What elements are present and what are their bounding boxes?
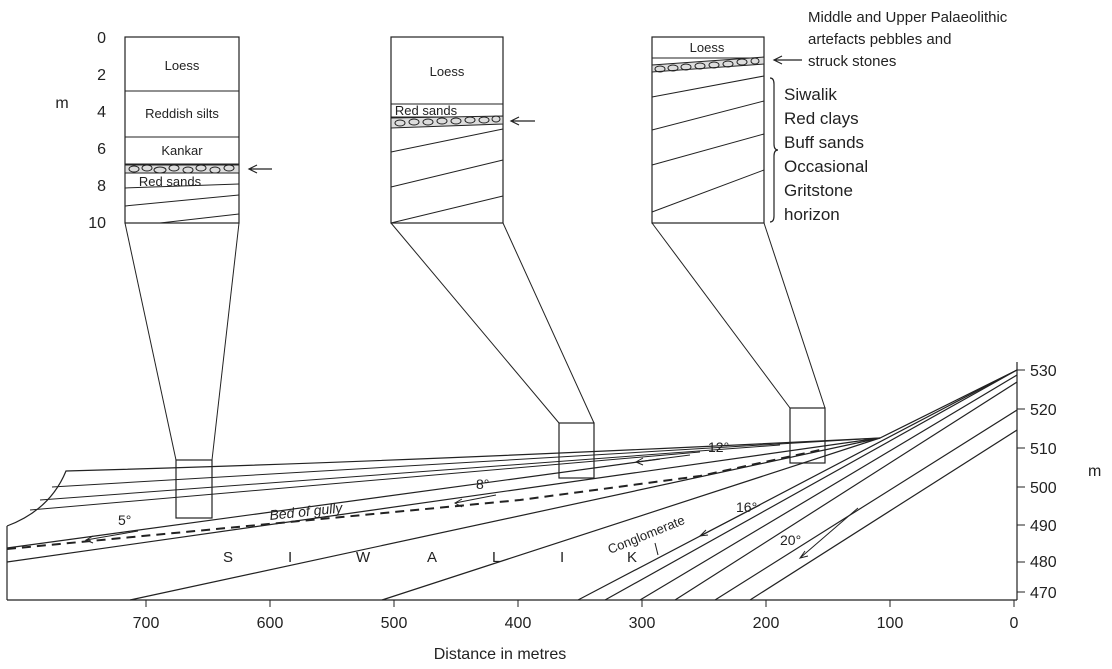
column-3: Loess [651, 36, 802, 224]
siwalik-letter-1: S [223, 549, 233, 566]
siwalik-letter-6: I [560, 549, 564, 566]
siwalik-note-line-5: Gritstone [784, 181, 853, 200]
x-tick-400: 400 [505, 615, 532, 632]
x-tick-100: 100 [877, 615, 904, 632]
siwalik-beds [6, 369, 1018, 601]
x-axis: 700 600 500 400 300 200 100 0 Distance i… [133, 600, 1019, 663]
x-tick-700: 700 [133, 615, 160, 632]
siwalik-letter-4: A [427, 549, 437, 566]
artefact-note: Middle and Upper Palaeolithic artefacts … [808, 9, 1008, 70]
elev-tick-530: 530 [1030, 363, 1057, 380]
ground-surface [6, 369, 1018, 600]
dip-label-5: 5° [118, 512, 131, 528]
column-2-artefact-arrow [509, 116, 535, 126]
elev-tick-510: 510 [1030, 441, 1057, 458]
depth-tick-4: 4 [97, 104, 106, 121]
x-tick-0: 0 [1010, 615, 1019, 632]
dip-label-8: 8° [476, 476, 489, 492]
elev-tick-490: 490 [1030, 518, 1057, 535]
siwalik-note: Siwalik Red clays Buff sands Occasional … [784, 85, 868, 224]
depth-axis: 0 2 4 6 8 10 m [55, 30, 106, 232]
elevation-axis-unit: m [1088, 463, 1101, 480]
dip-labels: 5° 8° 12° 16° 20° [84, 439, 859, 559]
column-3-artefact-arrow [772, 55, 802, 65]
bed-of-gully-label: Bed of gully [269, 499, 344, 523]
dip-label-16: 16° [736, 499, 757, 515]
column-2-loess: Loess [430, 64, 465, 79]
siwalik-letter-5: L [492, 549, 500, 566]
bed-of-gully-line [6, 449, 821, 550]
elev-tick-520: 520 [1030, 402, 1057, 419]
x-axis-title: Distance in metres [434, 646, 567, 663]
x-tick-300: 300 [629, 615, 656, 632]
column-3-pebble-band [651, 56, 765, 73]
sample-box-2 [558, 422, 595, 479]
section-frame [7, 362, 1018, 601]
x-tick-500: 500 [381, 615, 408, 632]
column-1-artefact-arrow [247, 164, 272, 174]
conglomerate-label: Conglomerate [606, 512, 687, 556]
siwalik-note-line-3: Buff sands [784, 133, 864, 152]
dip-label-20: 20° [780, 532, 801, 548]
siwalik-note-line-6: horizon [784, 205, 840, 224]
elevation-axis: 530 520 510 500 490 480 470 m [1017, 363, 1101, 602]
siwalik-note-line-2: Red clays [784, 109, 859, 128]
connector-lines [124, 222, 826, 461]
depth-tick-6: 6 [97, 141, 106, 158]
depth-tick-2: 2 [97, 67, 106, 84]
sample-box-3 [789, 407, 826, 464]
artefact-note-line-2: artefacts pebbles and [808, 31, 951, 48]
column-1-red-sands: Red sands [139, 174, 202, 189]
section-sample-boxes [175, 407, 826, 519]
column-2: Loess Red sands [390, 36, 535, 224]
depth-tick-8: 8 [97, 178, 106, 195]
x-tick-600: 600 [257, 615, 284, 632]
elev-tick-480: 480 [1030, 554, 1057, 571]
conglomerate-pointer [654, 542, 659, 556]
depth-axis-unit: m [55, 95, 68, 112]
artefact-note-line-1: Middle and Upper Palaeolithic [808, 9, 1008, 26]
siwalik-note-line-1: Siwalik [784, 85, 837, 104]
siwalik-letter-3: W [356, 549, 371, 566]
elev-tick-470: 470 [1030, 585, 1057, 602]
column-1-reddish-silts: Reddish silts [145, 106, 219, 121]
siwalik-letter-7: K [627, 549, 637, 566]
depth-tick-0: 0 [97, 30, 106, 47]
siwalik-letters: S I W A L I K [223, 549, 637, 566]
depth-tick-10: 10 [88, 215, 106, 232]
column-1-kankar: Kankar [161, 143, 203, 158]
column-1-loess: Loess [165, 58, 200, 73]
column-3-loess: Loess [690, 40, 725, 55]
artefact-note-line-3: struck stones [808, 53, 896, 70]
column-2-red-sands: Red sands [395, 103, 458, 118]
elev-tick-500: 500 [1030, 480, 1057, 497]
siwalik-letter-2: I [288, 549, 292, 566]
sample-box-1 [175, 459, 213, 519]
x-tick-200: 200 [753, 615, 780, 632]
siwalik-brace [769, 77, 779, 223]
dip-label-12: 12° [708, 439, 729, 455]
siwalik-note-line-4: Occasional [784, 157, 868, 176]
column-1: Loess Reddish silts Kankar Red sands [124, 36, 272, 224]
